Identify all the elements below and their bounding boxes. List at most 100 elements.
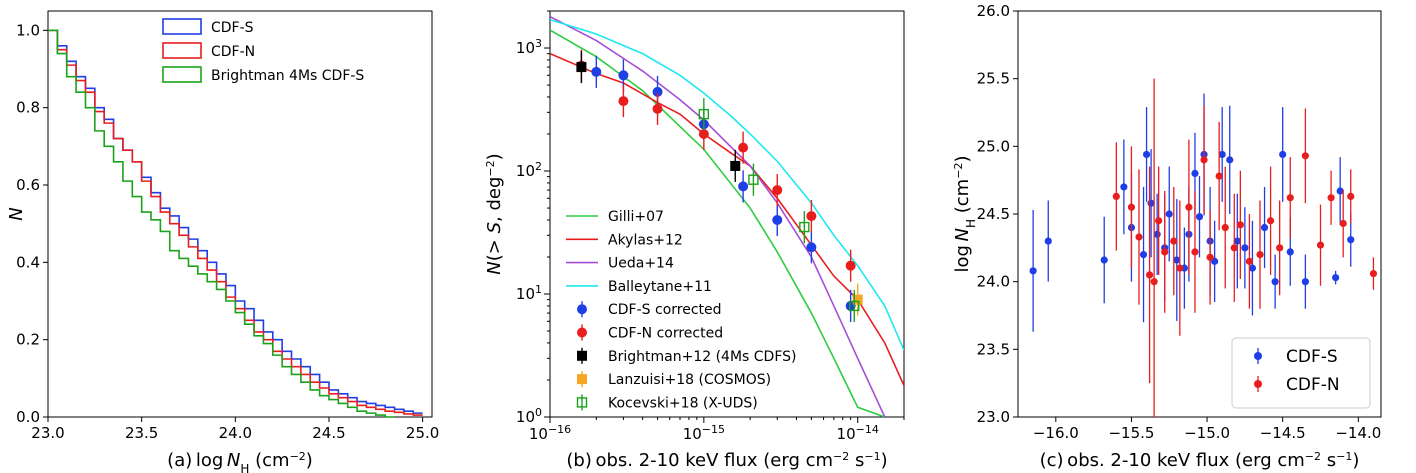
data-point — [1127, 203, 1136, 211]
data-point — [806, 242, 817, 253]
data-point — [698, 128, 709, 139]
data-point — [1100, 256, 1108, 264]
legend-label-point-3: Lanzuisi+18 (COSMOS) — [608, 372, 771, 388]
x-tick-label: 10−16 — [529, 423, 571, 444]
data-point — [1347, 192, 1355, 201]
data-point — [1279, 150, 1287, 159]
y-tick-label: 24.5 — [977, 205, 1010, 223]
series-line-0 — [48, 29, 423, 414]
data-point — [576, 62, 587, 73]
data-point — [1266, 217, 1275, 225]
data-point — [1185, 203, 1193, 211]
x-tick-label: −15.5 — [1108, 424, 1154, 442]
legend-marker-3 — [577, 374, 587, 385]
x-tick-label: −15.0 — [1184, 424, 1230, 442]
data-point — [772, 214, 783, 225]
data-point — [1206, 253, 1214, 261]
x-tick-label: 23.5 — [125, 424, 158, 442]
data-point — [698, 108, 710, 120]
legend-label-point-4: Kocevski+18 (X-UDS) — [608, 395, 758, 411]
data-point — [1327, 194, 1335, 202]
x-tick-label: −14.0 — [1335, 424, 1381, 442]
y-tick-label: 103 — [516, 37, 542, 58]
y-tick-label: 1.0 — [16, 21, 40, 39]
data-point — [1215, 172, 1223, 180]
model-line-3 — [550, 18, 904, 351]
plot-area — [1029, 78, 1378, 417]
data-point — [1165, 210, 1173, 218]
legend-swatch-0 — [162, 18, 202, 35]
legend-label-2: Brightman 4Ms CDF-S — [211, 68, 364, 84]
legend-label-point-1: CDF-N corrected — [608, 326, 723, 342]
x-axis-label: (b) obs. 2-10 keV flux (erg cm−2 s−1) — [566, 450, 887, 472]
data-point — [806, 211, 817, 222]
y-tick-label: 25.5 — [977, 70, 1010, 88]
panel-c: −16.0 −15.5 −15.0 −14.5 −14.0 23.0 23.5 24.0 24.… — [952, 2, 1382, 472]
legend-label-line-0: Gilli+07 — [608, 209, 664, 225]
legend-marker-1 — [1254, 380, 1262, 388]
data-point — [1316, 241, 1325, 249]
data-point — [845, 260, 856, 271]
legend-swatch-1 — [162, 42, 202, 59]
data-point — [1332, 274, 1340, 282]
data-point — [1176, 264, 1184, 272]
x-tick-label: −14.5 — [1260, 424, 1306, 442]
y-tick-label: 0.2 — [16, 331, 40, 349]
data-point — [1339, 219, 1347, 228]
data-point — [1336, 187, 1344, 195]
x-tick-label: 24.5 — [312, 424, 345, 442]
legend-label-1: CDF-N — [211, 44, 255, 60]
data-point — [1245, 257, 1254, 265]
data-point — [1112, 192, 1120, 201]
y-axis-label: log NH (cm−2) — [952, 156, 979, 273]
data-point — [1191, 169, 1199, 177]
legend-marker-2 — [577, 350, 587, 361]
data-point — [852, 294, 863, 305]
data-point — [1248, 264, 1257, 272]
x-tick-label: 24.0 — [219, 424, 252, 442]
data-point — [1120, 183, 1128, 191]
data-point — [1029, 267, 1037, 275]
x-axis-label: (c) obs. 2-10 keV flux (erg cm−2 s−1) — [1040, 450, 1360, 472]
legend-label-1: CDF-N — [1286, 375, 1340, 395]
x-tick-label: −16.0 — [1033, 424, 1079, 442]
data-point — [748, 174, 759, 185]
legend-marker-4 — [576, 397, 588, 408]
data-point — [1241, 244, 1249, 252]
model-line-0 — [550, 29, 886, 417]
legend-marker-1 — [577, 327, 587, 338]
data-point — [1139, 251, 1148, 259]
legend-label-0: CDF-S — [1286, 347, 1338, 367]
series-line-1 — [48, 29, 423, 416]
y-tick-label: 100 — [516, 406, 542, 427]
y-tick-label: 0.8 — [16, 99, 40, 117]
data-point — [1044, 237, 1052, 245]
data-point — [1230, 244, 1238, 252]
legend-label-point-2: Brightman+12 (4Ms CDFS) — [608, 349, 797, 365]
data-point — [1233, 237, 1241, 245]
x-tick-label: 25.0 — [406, 424, 439, 442]
data-point — [1170, 237, 1178, 245]
data-point — [1173, 256, 1181, 264]
data-point — [730, 160, 741, 171]
data-point — [652, 86, 663, 97]
y-axis-label: N(> S, deg−2) — [484, 153, 506, 274]
data-point — [1286, 194, 1294, 202]
data-point — [1271, 278, 1279, 286]
data-point — [1236, 221, 1244, 229]
data-point — [738, 181, 749, 192]
legend-swatch-2 — [162, 66, 202, 83]
data-point — [738, 142, 749, 153]
data-point — [1218, 150, 1226, 159]
data-point — [1155, 217, 1163, 225]
data-point — [1150, 278, 1158, 286]
model-line-2 — [550, 15, 886, 417]
series-line-2 — [48, 29, 395, 418]
legend-label-0: CDF-S — [211, 20, 254, 36]
data-point — [1135, 233, 1143, 241]
data-point — [1276, 244, 1284, 252]
x-tick-label: 10−14 — [837, 423, 879, 444]
data-point — [1145, 271, 1154, 279]
data-point — [1161, 248, 1169, 256]
